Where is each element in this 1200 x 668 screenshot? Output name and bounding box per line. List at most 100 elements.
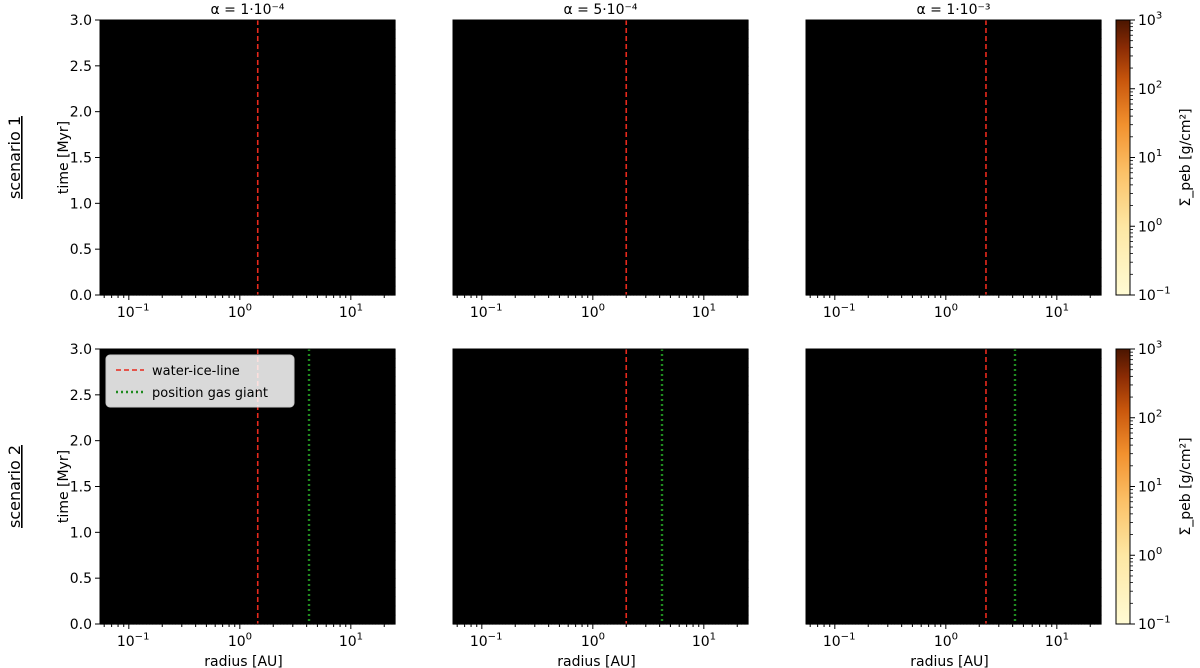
- heatmap-cell: [195, 20, 199, 30]
- heatmap-cell: [613, 267, 618, 278]
- heatmap-cell: [368, 84, 373, 94]
- heatmap-cell: [142, 120, 147, 131]
- heatmap-cell: [240, 47, 245, 58]
- heatmap-cell: [172, 157, 176, 168]
- heatmap-cell: [214, 93, 219, 104]
- heatmap-cell: [132, 120, 137, 131]
- heatmap-cell: [126, 157, 131, 168]
- heatmap-cell: [231, 20, 235, 30]
- heatmap-cell: [636, 249, 641, 259]
- heatmap-cell: [385, 56, 390, 67]
- heatmap-cell: [744, 285, 749, 296]
- heatmap-cell: [345, 249, 350, 259]
- heatmap-cell: [188, 38, 193, 49]
- heatmap-cell: [306, 75, 311, 85]
- heatmap-cell: [178, 240, 183, 250]
- heatmap-cell: [548, 267, 552, 278]
- heatmap-cell: [273, 38, 278, 49]
- heatmap-cell: [181, 139, 186, 149]
- heatmap-cell: [290, 221, 294, 232]
- heatmap-cell: [738, 194, 743, 204]
- heatmap-cell: [339, 230, 344, 241]
- heatmap-cell: [240, 93, 245, 104]
- heatmap-cell: [711, 267, 716, 278]
- heatmap-cell: [250, 185, 255, 195]
- heatmap-cell: [214, 56, 219, 67]
- heatmap-cell: [339, 166, 344, 177]
- heatmap-cell: [326, 194, 331, 204]
- heatmap-cell: [695, 267, 700, 278]
- heatmap-cell: [106, 203, 111, 214]
- heatmap-cell: [136, 157, 140, 168]
- heatmap-cell: [375, 148, 380, 159]
- heatmap-cell: [600, 285, 605, 296]
- heatmap-cell: [616, 240, 621, 250]
- heatmap-cell: [254, 212, 258, 223]
- heatmap-cell: [508, 258, 513, 269]
- heatmap-cell: [122, 212, 127, 223]
- heatmap-cell: [339, 175, 344, 186]
- heatmap-cell: [342, 212, 347, 223]
- heatmap-cell: [103, 267, 108, 278]
- heatmap-cell: [593, 240, 598, 250]
- heatmap-cell: [221, 194, 226, 204]
- heatmap-cell: [689, 267, 693, 278]
- heatmap-cell: [349, 20, 353, 30]
- heatmap-cell: [168, 221, 173, 232]
- heatmap-cell: [649, 240, 654, 250]
- heatmap-cell: [378, 130, 383, 140]
- heatmap-cell: [349, 258, 353, 269]
- heatmap-cell: [152, 93, 157, 104]
- heatmap-cell: [142, 38, 147, 49]
- heatmap-cell: [257, 221, 262, 232]
- heatmap-cell: [273, 111, 278, 122]
- heatmap-cell: [145, 185, 150, 195]
- heatmap-cell: [188, 194, 193, 204]
- heatmap-cell: [299, 20, 304, 30]
- heatmap-cell: [286, 221, 291, 232]
- heatmap-cell: [142, 148, 147, 159]
- heatmap-cell: [263, 38, 268, 49]
- heatmap-cell: [339, 130, 344, 140]
- heatmap-cell: [136, 75, 140, 85]
- heatmap-cell: [221, 249, 226, 259]
- heatmap-cell: [580, 240, 585, 250]
- heatmap-cell: [489, 203, 493, 214]
- heatmap-cell: [155, 139, 160, 149]
- heatmap-cell: [459, 221, 464, 232]
- heatmap-cell: [309, 29, 314, 39]
- heatmap-cell: [267, 102, 272, 113]
- heatmap-cell: [551, 276, 556, 287]
- heatmap-cell: [495, 267, 500, 278]
- heatmap-cell: [388, 212, 393, 223]
- heatmap-cell: [280, 47, 285, 58]
- heatmap-cell: [178, 175, 183, 186]
- heatmap-cell: [332, 203, 337, 214]
- heatmap-cell: [201, 93, 206, 104]
- heatmap-cell: [254, 249, 258, 259]
- heatmap-cell: [273, 249, 278, 259]
- heatmap-cell: [172, 175, 176, 186]
- heatmap-cell: [705, 240, 710, 250]
- heatmap-cell: [355, 75, 360, 85]
- heatmap-cell: [106, 84, 111, 94]
- heatmap-cell: [254, 75, 258, 85]
- heatmap-cell: [132, 166, 137, 177]
- heatmap-cell: [175, 139, 180, 149]
- heatmap-cell: [159, 267, 163, 278]
- heatmap-cell: [554, 230, 559, 241]
- heatmap-cell: [391, 185, 396, 195]
- heatmap-cell: [165, 185, 170, 195]
- heatmap-cell: [136, 175, 140, 186]
- heatmap-cell: [639, 194, 644, 204]
- heatmap-cell: [139, 20, 144, 30]
- heatmap-cell: [518, 249, 523, 259]
- heatmap-cell: [372, 130, 376, 140]
- heatmap-cell: [689, 203, 693, 214]
- heatmap-cell: [610, 230, 615, 241]
- heatmap-cell: [718, 267, 723, 278]
- heatmap-cell: [231, 249, 235, 259]
- heatmap-cell: [188, 285, 193, 296]
- heatmap-cell: [237, 20, 242, 30]
- heatmap-cell: [204, 75, 209, 85]
